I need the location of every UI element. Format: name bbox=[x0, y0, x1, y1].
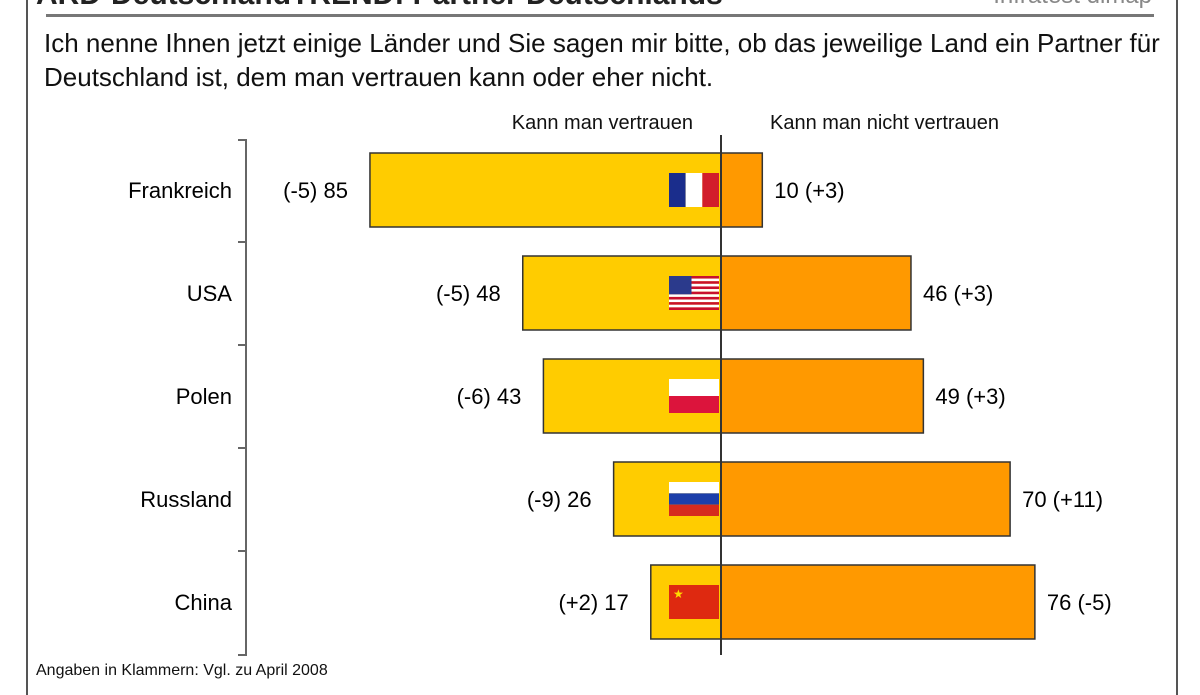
category-label: Polen bbox=[176, 384, 232, 409]
bar-distrust bbox=[720, 255, 912, 331]
chart-title: ARD-DeutschlandTREND: Partner Deutschlan… bbox=[36, 0, 723, 12]
russia-flag bbox=[669, 482, 719, 494]
chart: Frankreich (-5) 85 10 (+3) USA (-5) 48 46 (+3… bbox=[128, 135, 1112, 656]
question-text: Ich nenne Ihnen jetzt einige Länder und … bbox=[44, 28, 1160, 92]
bar-distrust bbox=[720, 564, 1036, 640]
category-label: USA bbox=[187, 281, 233, 306]
france-flag bbox=[685, 173, 703, 207]
value-label-distrust: 49 (+3) bbox=[935, 384, 1005, 409]
usa-flag bbox=[669, 291, 719, 295]
usa-flag bbox=[669, 296, 719, 300]
usa-flag bbox=[669, 307, 719, 310]
value-label-trust: (-9) 26 bbox=[527, 487, 592, 512]
frame bbox=[26, 0, 1178, 695]
usa-flag bbox=[669, 278, 719, 282]
source-label: Infratest dimap bbox=[993, 0, 1152, 10]
france-flag bbox=[702, 173, 719, 207]
usa-flag bbox=[669, 281, 719, 284]
title-rule bbox=[46, 14, 1154, 17]
poland-flag bbox=[669, 379, 719, 396]
usa-flag bbox=[669, 276, 692, 295]
usa-flag bbox=[669, 299, 719, 303]
legend-trust: Kann man vertrauen bbox=[511, 112, 693, 134]
bar-distrust bbox=[720, 358, 925, 434]
value-label-distrust: 46 (+3) bbox=[923, 281, 993, 306]
value-label-trust: (-5) 85 bbox=[283, 178, 348, 203]
usa-flag bbox=[669, 289, 719, 292]
legend-distrust: Kann man nicht vertrauen bbox=[770, 112, 1000, 134]
china-flag bbox=[669, 585, 719, 619]
category-label: Frankreich bbox=[128, 178, 232, 203]
france-flag bbox=[669, 173, 686, 207]
value-label-distrust: 70 (+11) bbox=[1022, 487, 1103, 512]
category-label: China bbox=[175, 590, 233, 615]
russia-flag bbox=[669, 504, 719, 516]
value-label-trust: (+2) 17 bbox=[558, 590, 628, 615]
axis-bracket bbox=[238, 139, 247, 656]
usa-flag bbox=[669, 302, 719, 305]
usa-flag bbox=[669, 304, 719, 308]
usa-flag bbox=[669, 283, 719, 287]
bar-distrust bbox=[720, 152, 764, 228]
value-label-distrust: 76 (-5) bbox=[1047, 590, 1112, 615]
russia-flag bbox=[669, 493, 719, 505]
category-label: Russland bbox=[140, 487, 232, 512]
value-label-trust: (-5) 48 bbox=[436, 281, 501, 306]
usa-flag bbox=[669, 276, 719, 279]
bar-distrust bbox=[720, 461, 1011, 537]
china-flag: ★ bbox=[673, 587, 684, 601]
usa-flag bbox=[669, 286, 719, 290]
value-label-distrust: 10 (+3) bbox=[774, 178, 844, 203]
bar-trust bbox=[369, 152, 722, 228]
value-label-trust: (-6) 43 bbox=[457, 384, 522, 409]
usa-flag bbox=[669, 294, 719, 297]
poland-flag bbox=[669, 396, 719, 413]
